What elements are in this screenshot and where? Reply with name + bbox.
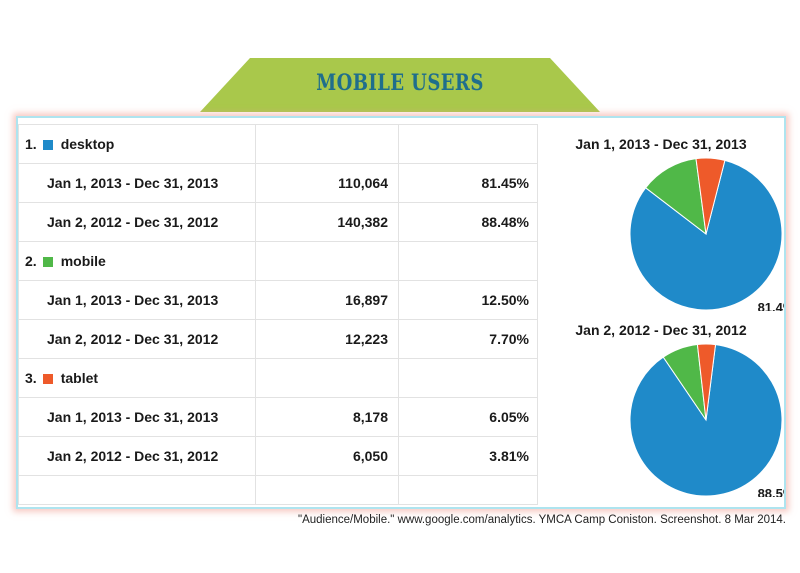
table-row: Jan 2, 2012 - Dec 31, 2012 140,382 88.48%: [18, 202, 538, 242]
percent-cell: 81.45%: [398, 163, 538, 203]
pie-panel: Jan 1, 2013 - Dec 31, 2013 81.4%12.5%6.1…: [538, 118, 784, 508]
group-index: 2.: [25, 253, 37, 269]
legend-swatch-tablet: [42, 374, 53, 384]
sessions-count-cell: 6,050: [255, 436, 399, 476]
date-range-cell: Jan 2, 2012 - Dec 31, 2012: [18, 202, 256, 242]
table-group-row-desktop: 1. desktop: [18, 124, 538, 164]
pie-label-desktop: 88.5%: [758, 486, 784, 497]
source-credit: "Audience/Mobile." www.google.com/analyt…: [298, 514, 786, 526]
pie-slice-desktop: [629, 344, 783, 497]
pie-slice-tablet: [696, 343, 717, 421]
table-row: Jan 1, 2013 - Dec 31, 2013 16,897 12.50%: [18, 280, 538, 320]
empty-cell: [255, 475, 399, 505]
date-range-cell: Jan 2, 2012 - Dec 31, 2012: [18, 319, 256, 359]
pie-slice-mobile: [644, 158, 707, 236]
percent-cell: 88.48%: [398, 202, 538, 242]
group-label-cell: 3. tablet: [18, 358, 256, 398]
empty-cell: [398, 241, 538, 281]
sessions-count-cell: 16,897: [255, 280, 399, 320]
sessions-count-cell: 140,382: [255, 202, 399, 242]
table-row: Jan 2, 2012 - Dec 31, 2012 12,223 7.70%: [18, 319, 538, 359]
page-title: MOBILE USERS: [316, 70, 484, 96]
table-row: Jan 2, 2012 - Dec 31, 2012 6,050 3.81%: [18, 436, 538, 476]
percent-cell: 3.81%: [398, 436, 538, 476]
sessions-count-cell: 12,223: [255, 319, 399, 359]
group-name: tablet: [60, 370, 99, 386]
empty-cell: [255, 241, 399, 281]
group-name: desktop: [60, 136, 115, 152]
legend-swatch-desktop: [42, 140, 53, 150]
header-banner: MOBILE USERS: [0, 0, 800, 120]
group-name: mobile: [60, 253, 106, 269]
percent-cell: 6.05%: [398, 397, 538, 437]
date-range-cell: Jan 2, 2012 - Dec 31, 2012: [18, 436, 256, 476]
table-group-row-tablet: 3. tablet: [18, 358, 538, 398]
pie-title-2013: Jan 1, 2013 - Dec 31, 2013: [575, 136, 747, 152]
empty-cell: [398, 475, 538, 505]
pie-label-desktop: 81.4%: [758, 300, 784, 311]
legend-swatch-mobile: [42, 257, 53, 267]
sessions-count-cell: 110,064: [255, 163, 399, 203]
table-row: Jan 1, 2013 - Dec 31, 2013 8,178 6.05%: [18, 397, 538, 437]
table-filler-row: [18, 475, 538, 505]
pie-chart-2013: 81.4%12.5%6.1%: [620, 156, 784, 311]
device-table-wrap: 1. desktop Jan 1, 2013 - Dec 31, 2013 110,0…: [18, 124, 538, 505]
empty-cell: [18, 475, 256, 505]
pie-chart-2012: 88.5%7.7%3.8%: [629, 343, 784, 497]
empty-cell: [398, 358, 538, 398]
device-table: 1. desktop Jan 1, 2013 - Dec 31, 2013 110,0…: [18, 124, 538, 505]
group-index: 1.: [25, 136, 37, 152]
group-label-cell: 2. mobile: [18, 241, 256, 281]
empty-cell: [255, 124, 399, 164]
date-range-cell: Jan 1, 2013 - Dec 31, 2013: [18, 163, 256, 203]
percent-cell: 12.50%: [398, 280, 538, 320]
pie-title-2012: Jan 2, 2012 - Dec 31, 2012: [575, 322, 747, 338]
group-label-cell: 1. desktop: [18, 124, 256, 164]
sessions-count-cell: 8,178: [255, 397, 399, 437]
banner-shape: [200, 58, 600, 112]
group-index: 3.: [25, 370, 37, 386]
pie-slice-desktop: [629, 159, 783, 311]
date-range-cell: Jan 1, 2013 - Dec 31, 2013: [18, 280, 256, 320]
pie-slice-tablet: [695, 157, 726, 235]
table-row: Jan 1, 2013 - Dec 31, 2013 110,064 81.45%: [18, 163, 538, 203]
percent-cell: 7.70%: [398, 319, 538, 359]
empty-cell: [255, 358, 399, 398]
empty-cell: [398, 124, 538, 164]
table-group-row-mobile: 2. mobile: [18, 241, 538, 281]
date-range-cell: Jan 1, 2013 - Dec 31, 2013: [18, 397, 256, 437]
stats-card: 1. desktop Jan 1, 2013 - Dec 31, 2013 110,0…: [16, 116, 786, 509]
